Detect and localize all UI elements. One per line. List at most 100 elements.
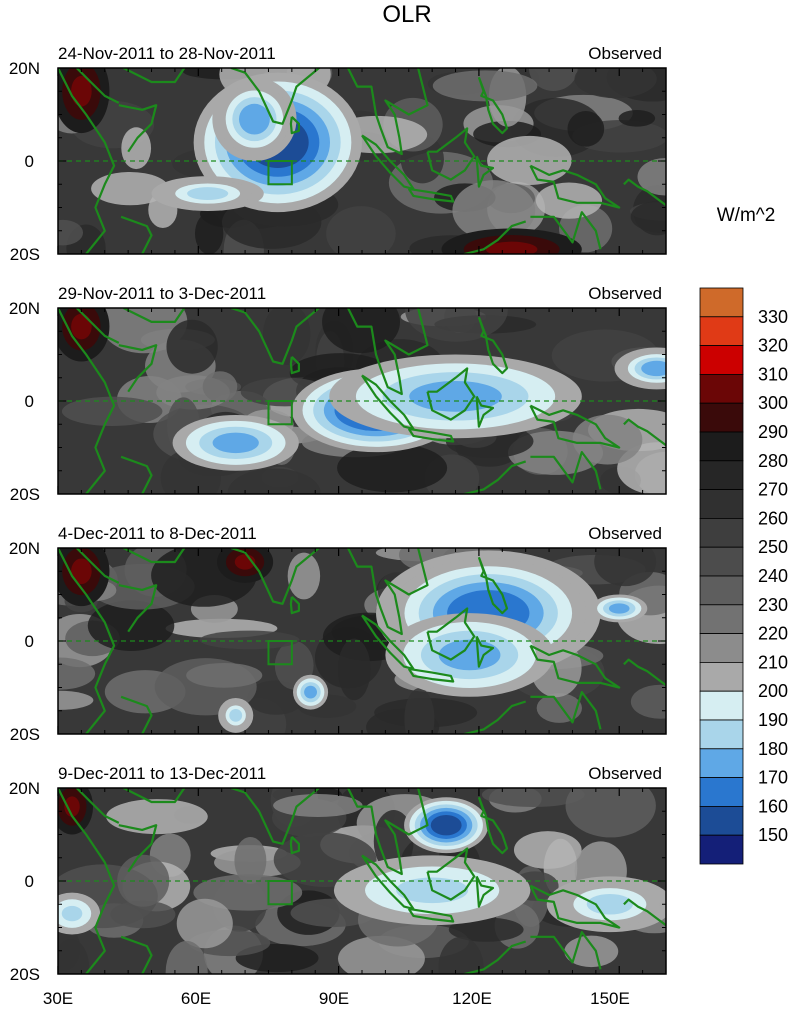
olr-contour xyxy=(485,241,538,254)
colorbar-label: 310 xyxy=(758,364,788,384)
colorbar-swatch xyxy=(699,546,744,577)
olr-contour xyxy=(61,905,83,922)
coastline xyxy=(529,404,621,449)
coastline xyxy=(118,344,158,393)
texture-blob xyxy=(106,799,208,835)
coastline xyxy=(426,847,476,901)
panel-period-label: 29-Nov-2011 to 3-Dec-2011 xyxy=(58,284,266,303)
texture-blob xyxy=(432,70,538,102)
olr-contour xyxy=(641,360,666,377)
coastline xyxy=(475,875,495,908)
coastline xyxy=(477,796,509,855)
map-panel: 20N 0 20S 9-Dec-2011 to 13-Dec-2011 Observed xyxy=(9,764,667,984)
coastline xyxy=(462,940,527,974)
texture-blob xyxy=(234,836,267,884)
texture-blob xyxy=(337,638,371,701)
colorbar-label: 330 xyxy=(758,307,788,327)
colorbar-label: 290 xyxy=(758,422,788,442)
texture-blob xyxy=(199,630,300,650)
colorbar-swatch xyxy=(699,287,744,318)
colorbar-swatch xyxy=(699,316,744,346)
colorbar-swatch xyxy=(699,460,744,490)
texture-blob xyxy=(337,443,448,493)
texture-blob xyxy=(322,308,400,354)
colorbar-label: 180 xyxy=(758,739,788,759)
olr-contour xyxy=(64,796,80,817)
colorbar-swatch xyxy=(699,777,744,807)
texture-blob xyxy=(637,157,666,196)
coastline xyxy=(123,548,186,564)
y-tick-label: 20N xyxy=(9,779,40,798)
coastline xyxy=(230,68,321,125)
texture-blob xyxy=(404,687,435,734)
coastline xyxy=(529,164,621,209)
colorbar-label: 220 xyxy=(758,624,788,644)
texture-blob xyxy=(405,308,508,342)
map-panel: 20N 0 20S 24-Nov-2011 to 28-Nov-2011 Observe… xyxy=(9,44,667,264)
texture-blob xyxy=(176,898,233,949)
coastline xyxy=(529,644,621,689)
olr-contour xyxy=(187,187,229,200)
olr-contour xyxy=(608,603,630,614)
coastline xyxy=(347,788,429,876)
colorbar-label: 230 xyxy=(758,595,788,615)
y-tick-label: 20N xyxy=(9,59,40,78)
map-panel: 20N 0 20S 4-Dec-2011 to 8-Dec-2011 Observed xyxy=(9,524,667,744)
panel-source-label: Observed xyxy=(588,44,662,63)
coastline xyxy=(58,68,116,254)
coastline xyxy=(230,308,321,365)
coastline xyxy=(477,76,509,135)
coastline xyxy=(120,695,153,734)
olr-field xyxy=(58,788,666,974)
panel-period-label: 4-Dec-2011 to 8-Dec-2011 xyxy=(58,524,257,543)
coastline xyxy=(120,935,153,974)
coastline xyxy=(75,68,120,104)
colorbar-swatch xyxy=(699,806,744,836)
coastline xyxy=(347,68,429,156)
coastline xyxy=(477,316,509,375)
olr-field xyxy=(58,308,666,494)
coastline xyxy=(289,836,300,855)
coastline xyxy=(407,907,455,923)
colorbar-swatch xyxy=(699,431,744,462)
coastline xyxy=(230,548,321,605)
coastline xyxy=(58,788,116,974)
texture-blob xyxy=(529,68,578,92)
colorbar-swatch xyxy=(699,373,744,404)
texture-blob xyxy=(287,552,321,600)
coastline xyxy=(462,700,527,734)
colorbar-swatch xyxy=(699,690,744,721)
x-tick-label: 120E xyxy=(452,989,492,1008)
coastline xyxy=(623,898,666,927)
panel-period-label: 9-Dec-2011 to 13-Dec-2011 xyxy=(58,764,266,783)
colorbar-swatch xyxy=(699,518,744,548)
texture-blob xyxy=(630,684,666,719)
olr-contour xyxy=(229,709,243,722)
coastline xyxy=(426,127,476,181)
texture-blob xyxy=(186,662,263,688)
colorbar-label: 240 xyxy=(758,566,788,586)
coastline xyxy=(289,116,300,135)
olr-field xyxy=(58,548,666,734)
olr-contour xyxy=(212,432,259,454)
texture-blob xyxy=(630,200,666,233)
colorbar-label: 200 xyxy=(758,681,788,701)
olr-field xyxy=(58,68,666,254)
colorbar: 330 320 310 300 290 280 270 260 250 240 230 220 210 2… xyxy=(699,287,788,865)
coastline xyxy=(426,607,476,661)
texture-blob xyxy=(166,319,218,374)
colorbar-label: 250 xyxy=(758,537,788,557)
coastline xyxy=(75,548,120,584)
colorbar-label: 280 xyxy=(758,451,788,471)
olr-contour xyxy=(238,103,270,135)
coastline xyxy=(462,220,527,254)
y-tick-label: 20N xyxy=(9,539,40,558)
coastline xyxy=(623,418,666,447)
panel-source-label: Observed xyxy=(588,764,662,783)
y-tick-label: 20S xyxy=(10,725,40,744)
texture-blob xyxy=(574,68,657,99)
texture-blob xyxy=(565,788,656,838)
coastline xyxy=(289,356,300,375)
colorbar-swatch xyxy=(699,748,744,778)
